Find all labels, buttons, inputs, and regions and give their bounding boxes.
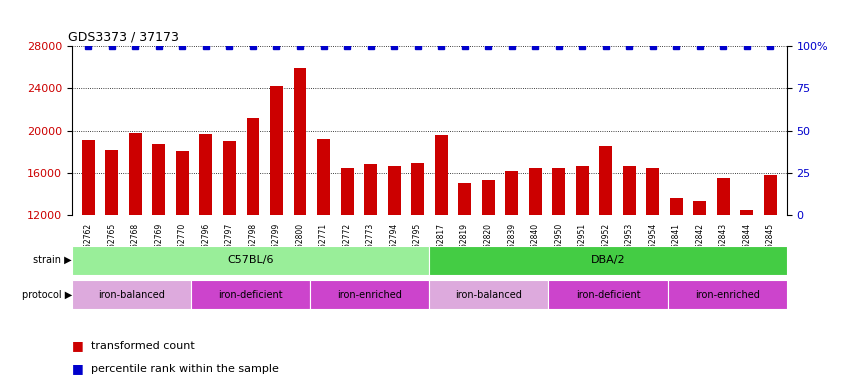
- Bar: [552, 167, 565, 215]
- Text: ■: ■: [72, 362, 84, 375]
- Bar: [667, 280, 787, 309]
- Bar: [670, 198, 683, 215]
- Bar: [129, 133, 142, 215]
- Bar: [82, 140, 95, 215]
- Text: ■: ■: [72, 339, 84, 352]
- Bar: [599, 146, 613, 215]
- Bar: [294, 68, 306, 215]
- Bar: [576, 167, 589, 215]
- Text: iron-enriched: iron-enriched: [338, 290, 402, 300]
- Bar: [764, 175, 777, 215]
- Bar: [548, 280, 667, 309]
- Bar: [364, 164, 377, 215]
- Bar: [176, 151, 189, 215]
- Text: iron-enriched: iron-enriched: [695, 290, 760, 300]
- Bar: [529, 167, 541, 215]
- Bar: [223, 141, 236, 215]
- Bar: [646, 167, 659, 215]
- Bar: [310, 280, 430, 309]
- Bar: [200, 134, 212, 215]
- Bar: [694, 201, 706, 215]
- Bar: [481, 180, 495, 215]
- Text: transformed count: transformed count: [91, 341, 195, 351]
- Bar: [106, 149, 118, 215]
- Bar: [411, 163, 424, 215]
- Bar: [717, 178, 730, 215]
- Bar: [191, 280, 310, 309]
- Text: iron-balanced: iron-balanced: [455, 290, 522, 300]
- Bar: [740, 210, 753, 215]
- Text: iron-deficient: iron-deficient: [218, 290, 283, 300]
- Text: C57BL/6: C57BL/6: [228, 255, 274, 265]
- Bar: [341, 167, 354, 215]
- Bar: [246, 118, 260, 215]
- Text: iron-deficient: iron-deficient: [576, 290, 640, 300]
- Bar: [459, 184, 471, 215]
- Text: protocol ▶: protocol ▶: [22, 290, 72, 300]
- Text: iron-balanced: iron-balanced: [98, 290, 165, 300]
- Bar: [505, 170, 518, 215]
- Text: GDS3373 / 37173: GDS3373 / 37173: [69, 30, 179, 43]
- Bar: [429, 280, 548, 309]
- Bar: [72, 246, 430, 275]
- Bar: [623, 167, 635, 215]
- Text: strain ▶: strain ▶: [33, 255, 72, 265]
- Bar: [429, 246, 787, 275]
- Bar: [387, 167, 400, 215]
- Bar: [72, 280, 191, 309]
- Bar: [317, 139, 330, 215]
- Bar: [152, 144, 165, 215]
- Bar: [270, 86, 283, 215]
- Text: percentile rank within the sample: percentile rank within the sample: [91, 364, 278, 374]
- Bar: [435, 135, 448, 215]
- Text: DBA/2: DBA/2: [591, 255, 625, 265]
